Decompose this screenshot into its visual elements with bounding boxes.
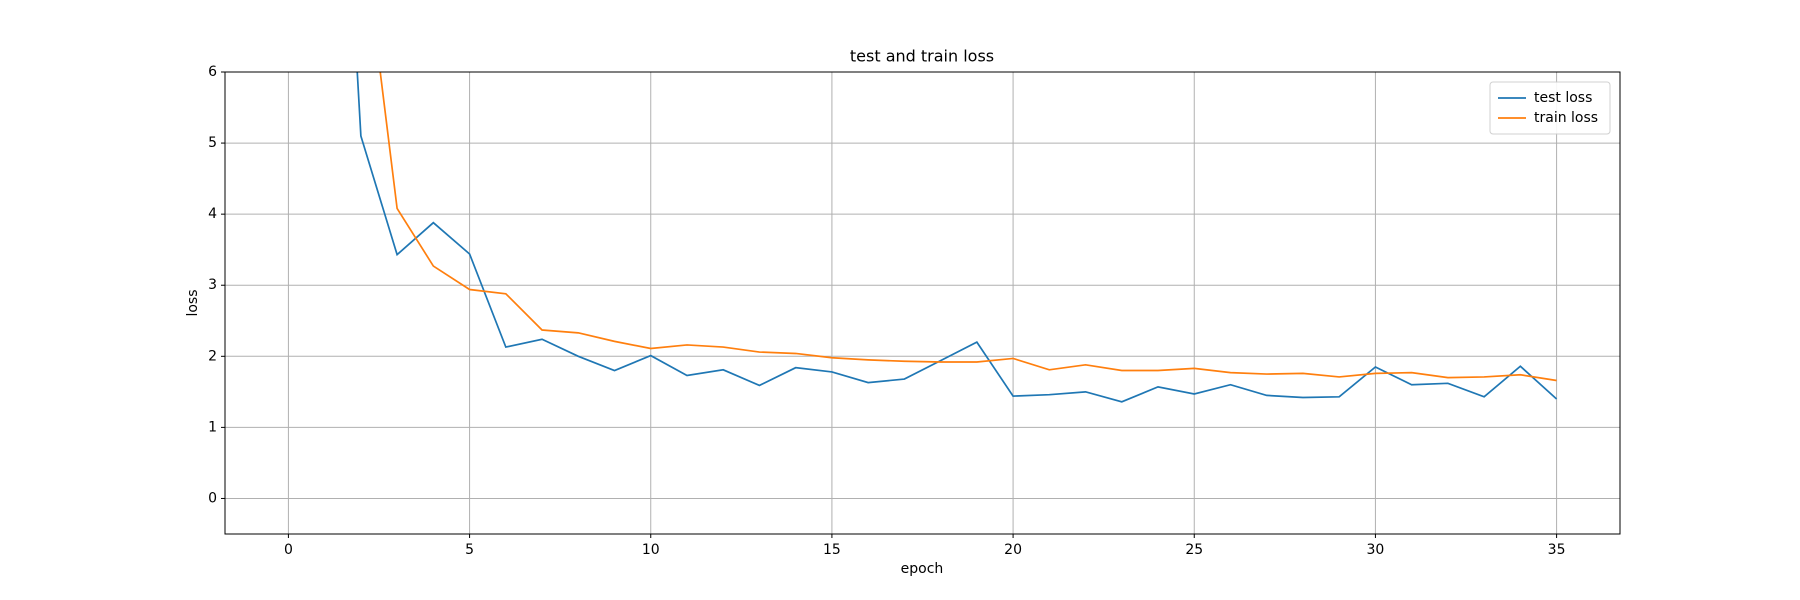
- x-tick-label: 10: [642, 542, 660, 558]
- data-line: [356, 72, 1558, 403]
- y-tick-label: 6: [208, 64, 217, 80]
- plot-area: [356, 72, 1558, 403]
- x-axis-label: epoch: [901, 561, 944, 577]
- y-tick-label: 5: [208, 135, 217, 151]
- y-tick-label: 3: [208, 277, 217, 293]
- y-tick-label: 1: [208, 419, 217, 435]
- legend-label: test loss: [1534, 90, 1592, 106]
- y-axis-label: loss: [185, 289, 201, 316]
- data-line: [379, 72, 1557, 382]
- x-tick-label: 20: [1004, 542, 1022, 558]
- y-tick-label: 2: [208, 348, 217, 364]
- y-tick-label: 4: [208, 206, 217, 222]
- legend-label: train loss: [1534, 110, 1598, 126]
- x-tick-label: 30: [1367, 542, 1385, 558]
- axes-frame: [224, 71, 1621, 535]
- legend-box: [1489, 81, 1611, 135]
- chart-title: test and train loss: [850, 47, 994, 66]
- x-tick-label: 0: [284, 542, 293, 558]
- y-tick-label: 0: [208, 490, 217, 506]
- x-tick-label: 25: [1185, 542, 1203, 558]
- x-tick-label: 35: [1548, 542, 1566, 558]
- x-tick-label: 5: [465, 542, 474, 558]
- x-tick-label: 15: [823, 542, 841, 558]
